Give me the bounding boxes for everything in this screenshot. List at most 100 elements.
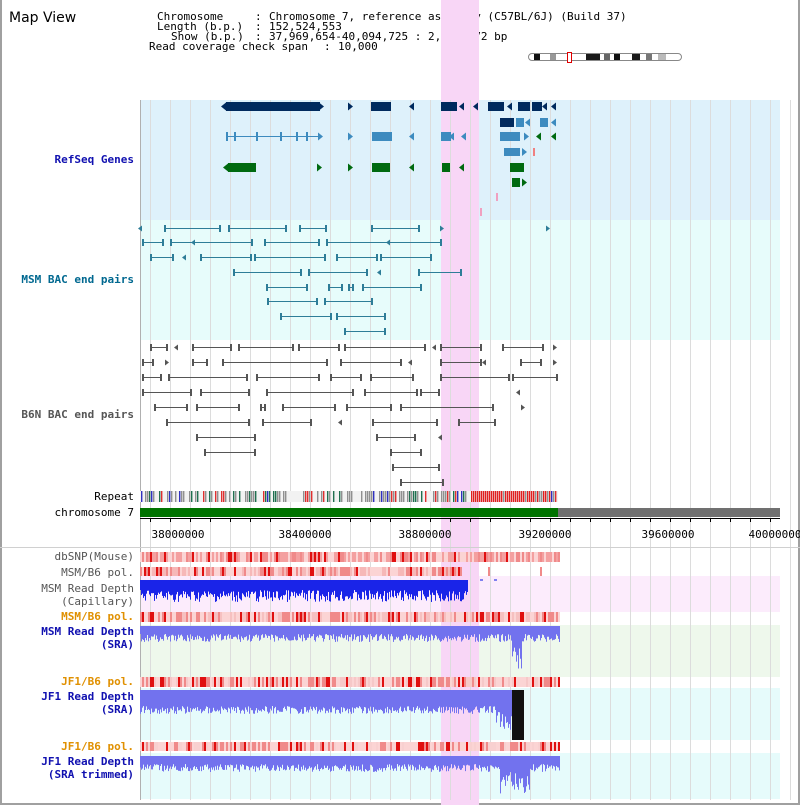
- pol-strip: [304, 677, 306, 687]
- track-label-jf1-b6-pol-1[interactable]: JF1/B6 pol.: [61, 675, 134, 688]
- depth-bar: [227, 756, 228, 766]
- pol-strip: [168, 742, 170, 751]
- repeat-element: [465, 491, 467, 502]
- dbsnp-strip: [444, 552, 446, 562]
- track-label-b6n-bac[interactable]: B6N BAC end pairs: [21, 408, 134, 421]
- depth-bar: [364, 580, 365, 600]
- track-label-jf1-depth-trim-2[interactable]: (SRA trimmed): [47, 768, 134, 781]
- depth-bar: [199, 690, 200, 711]
- colon: :: [255, 30, 262, 43]
- depth-bar: [521, 626, 522, 669]
- dbsnp-strip: [354, 552, 356, 562]
- depth-bar: [312, 580, 313, 592]
- track-label-jf1-depth-trim-1[interactable]: JF1 Read Depth: [41, 755, 134, 768]
- track-label-msm-depth-cap-1[interactable]: MSM Read Depth: [41, 582, 134, 595]
- depth-bar: [177, 580, 178, 592]
- pol-strip: [174, 612, 176, 622]
- depth-bar: [338, 690, 339, 711]
- track-label-dbsnp[interactable]: dbSNP(Mouse): [54, 550, 134, 563]
- pol-strip: [176, 742, 178, 751]
- depth-bar: [510, 626, 511, 636]
- depth-bar: [168, 580, 169, 592]
- dbsnp-strip: [274, 552, 276, 562]
- chromosome-ideogram[interactable]: [528, 52, 682, 63]
- depth-bar: [368, 690, 369, 709]
- pol-strip: [372, 742, 374, 751]
- track-label-msm-bac[interactable]: MSM BAC end pairs: [21, 273, 134, 286]
- pol-strip: [248, 677, 250, 687]
- depth-bar: [386, 580, 387, 602]
- depth-bar: [417, 756, 418, 770]
- depth-bar: [200, 626, 201, 638]
- repeat-element: [447, 491, 449, 502]
- depth-bar: [204, 626, 205, 637]
- bac-end: [230, 344, 232, 351]
- repeat-element: [347, 491, 349, 502]
- pol-strip: [350, 677, 352, 687]
- depth-bar: [192, 690, 193, 710]
- pol-strip: [188, 567, 190, 576]
- depth-bar: [159, 756, 160, 771]
- depth-bar: [387, 690, 388, 707]
- pol-strip: [374, 742, 376, 751]
- track-label-msm-depth-sra-2[interactable]: (SRA): [100, 638, 134, 651]
- track-label-msm-depth-cap-2[interactable]: (Capillary): [61, 595, 134, 608]
- track-label-jf1-depth-sra-1[interactable]: JF1 Read Depth: [41, 690, 134, 703]
- pol-strip: [478, 677, 480, 687]
- depth-bar: [299, 690, 300, 714]
- depth-bar: [505, 756, 506, 786]
- pol-strip: [184, 677, 186, 687]
- dbsnp-strip: [316, 552, 318, 562]
- dbsnp-strip: [292, 552, 294, 562]
- pol-strip: [152, 612, 154, 622]
- gene-exon: [518, 102, 530, 111]
- depth-bar: [497, 756, 498, 769]
- depth-bar: [523, 756, 524, 788]
- track-label-jf1-b6-pol-2[interactable]: JF1/B6 pol.: [61, 740, 134, 753]
- pol-strip: [456, 742, 458, 751]
- track-label-jf1-depth-sra-2[interactable]: (SRA): [100, 703, 134, 716]
- bac-end: [254, 254, 256, 261]
- depth-bar: [419, 580, 420, 592]
- pol-strip: [334, 742, 336, 751]
- depth-bar: [431, 756, 432, 772]
- track-label-chromosome[interactable]: chromosome 7: [54, 506, 134, 519]
- coverage-value: 10,000: [338, 40, 378, 53]
- track-label-repeat[interactable]: Repeat: [94, 490, 134, 503]
- depth-bar: [260, 580, 261, 591]
- depth-bar: [447, 756, 448, 767]
- pol-strip: [254, 612, 256, 622]
- pol-strip: [466, 612, 468, 622]
- depth-bar: [402, 580, 403, 598]
- depth-bar: [454, 626, 455, 637]
- dbsnp-strip: [378, 552, 380, 562]
- depth-bar: [413, 756, 414, 767]
- depth-bar: [320, 626, 321, 636]
- depth-bar: [524, 626, 525, 639]
- pol-strip: [346, 612, 348, 622]
- dbsnp-strip: [300, 552, 302, 562]
- depth-bar: [199, 580, 200, 602]
- dbsnp-strip: [504, 552, 506, 562]
- depth-bar: [290, 580, 291, 597]
- depth-bar: [497, 626, 498, 635]
- track-label-msm-depth-sra-1[interactable]: MSM Read Depth: [41, 625, 134, 638]
- track-label-msm-b6-pol-1[interactable]: MSM/B6 pol.: [61, 566, 134, 579]
- track-label-refseq[interactable]: RefSeq Genes: [54, 153, 134, 166]
- pol-strip: [362, 612, 364, 622]
- depth-bar: [494, 756, 495, 769]
- depth-bar: [271, 626, 272, 635]
- depth-bar: [334, 580, 335, 591]
- repeat-element: [151, 491, 153, 502]
- axis-tick-label: 38000000: [151, 528, 205, 541]
- pol-strip: [210, 742, 212, 751]
- track-label-msm-b6-pol-2[interactable]: MSM/B6 pol.: [61, 610, 134, 623]
- pol-strip: [176, 677, 178, 687]
- repeat-element: [483, 491, 485, 502]
- depth-bar: [400, 690, 401, 707]
- depth-bar: [432, 690, 433, 714]
- pol-strip: [468, 677, 470, 687]
- depth-bar: [313, 690, 314, 707]
- gene-exon: [280, 132, 282, 141]
